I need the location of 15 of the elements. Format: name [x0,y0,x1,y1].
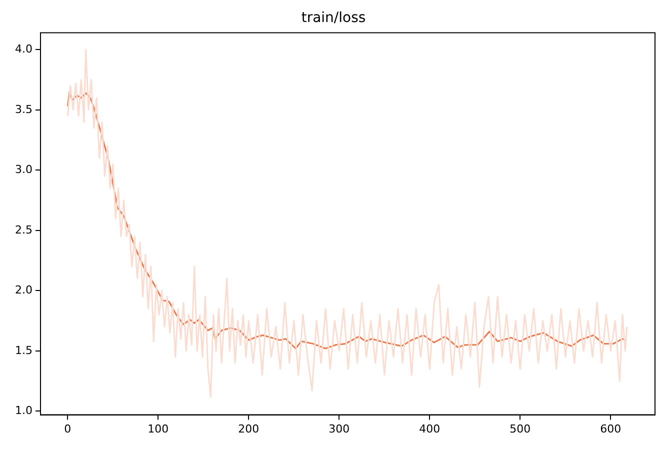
x-tick-label: 300 [328,422,350,436]
x-tick-label: 400 [419,422,440,436]
y-tick-label: 3.5 [14,102,32,116]
y-tick-label: 3.0 [14,163,32,176]
y-tick-label: 2.0 [14,284,32,297]
x-tick-label: 100 [148,422,169,436]
x-tick-label: 500 [510,422,531,436]
chart-title: train/loss [301,10,366,26]
y-tick-label: 4.0 [14,42,32,56]
y-tick-label: 2.5 [14,223,32,236]
x-tick-label: 0 [64,422,72,436]
y-tick-label: 1.0 [14,404,32,418]
y-tick-label: 1.5 [14,344,32,357]
x-tick-label: 600 [600,422,622,436]
x-tick-label: 200 [238,422,260,436]
